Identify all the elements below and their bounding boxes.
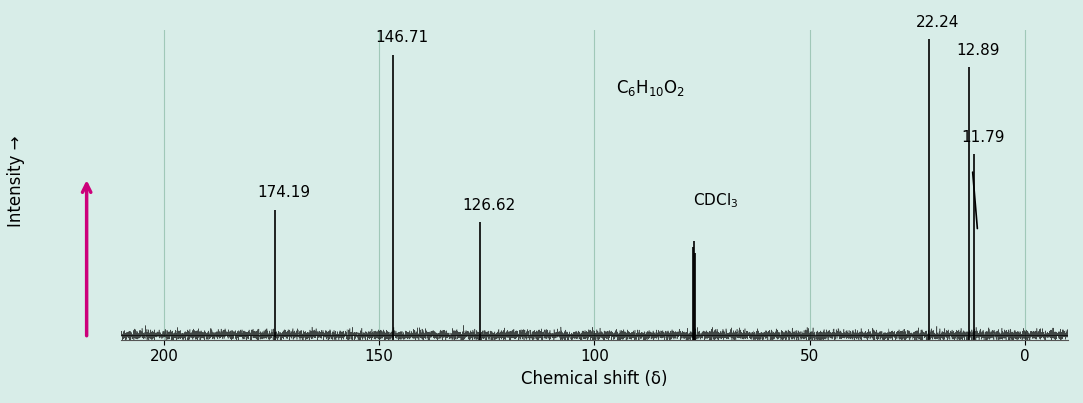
Text: Intensity →: Intensity →	[8, 135, 25, 227]
Text: 174.19: 174.19	[257, 185, 310, 200]
Text: 22.24: 22.24	[916, 15, 960, 30]
Text: C$_6$H$_{10}$O$_2$: C$_6$H$_{10}$O$_2$	[616, 78, 686, 98]
Text: CDCl$_3$: CDCl$_3$	[693, 191, 739, 210]
Text: 11.79: 11.79	[961, 130, 1005, 145]
X-axis label: Chemical shift (δ): Chemical shift (δ)	[521, 370, 668, 388]
Text: 146.71: 146.71	[376, 31, 429, 46]
Text: 126.62: 126.62	[461, 198, 516, 213]
Text: 12.89: 12.89	[956, 43, 1000, 58]
